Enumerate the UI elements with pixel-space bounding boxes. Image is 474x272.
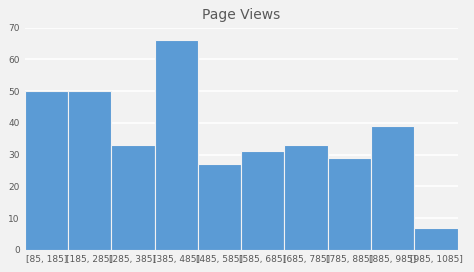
Bar [25,91,68,250]
Bar [241,152,284,250]
Bar [198,164,241,250]
Bar [414,228,457,250]
Bar [111,145,155,250]
Bar [371,126,414,250]
Bar [284,145,328,250]
Bar [68,91,111,250]
Title: Page Views: Page Views [202,8,280,22]
Bar [155,40,198,250]
Bar [328,158,371,250]
